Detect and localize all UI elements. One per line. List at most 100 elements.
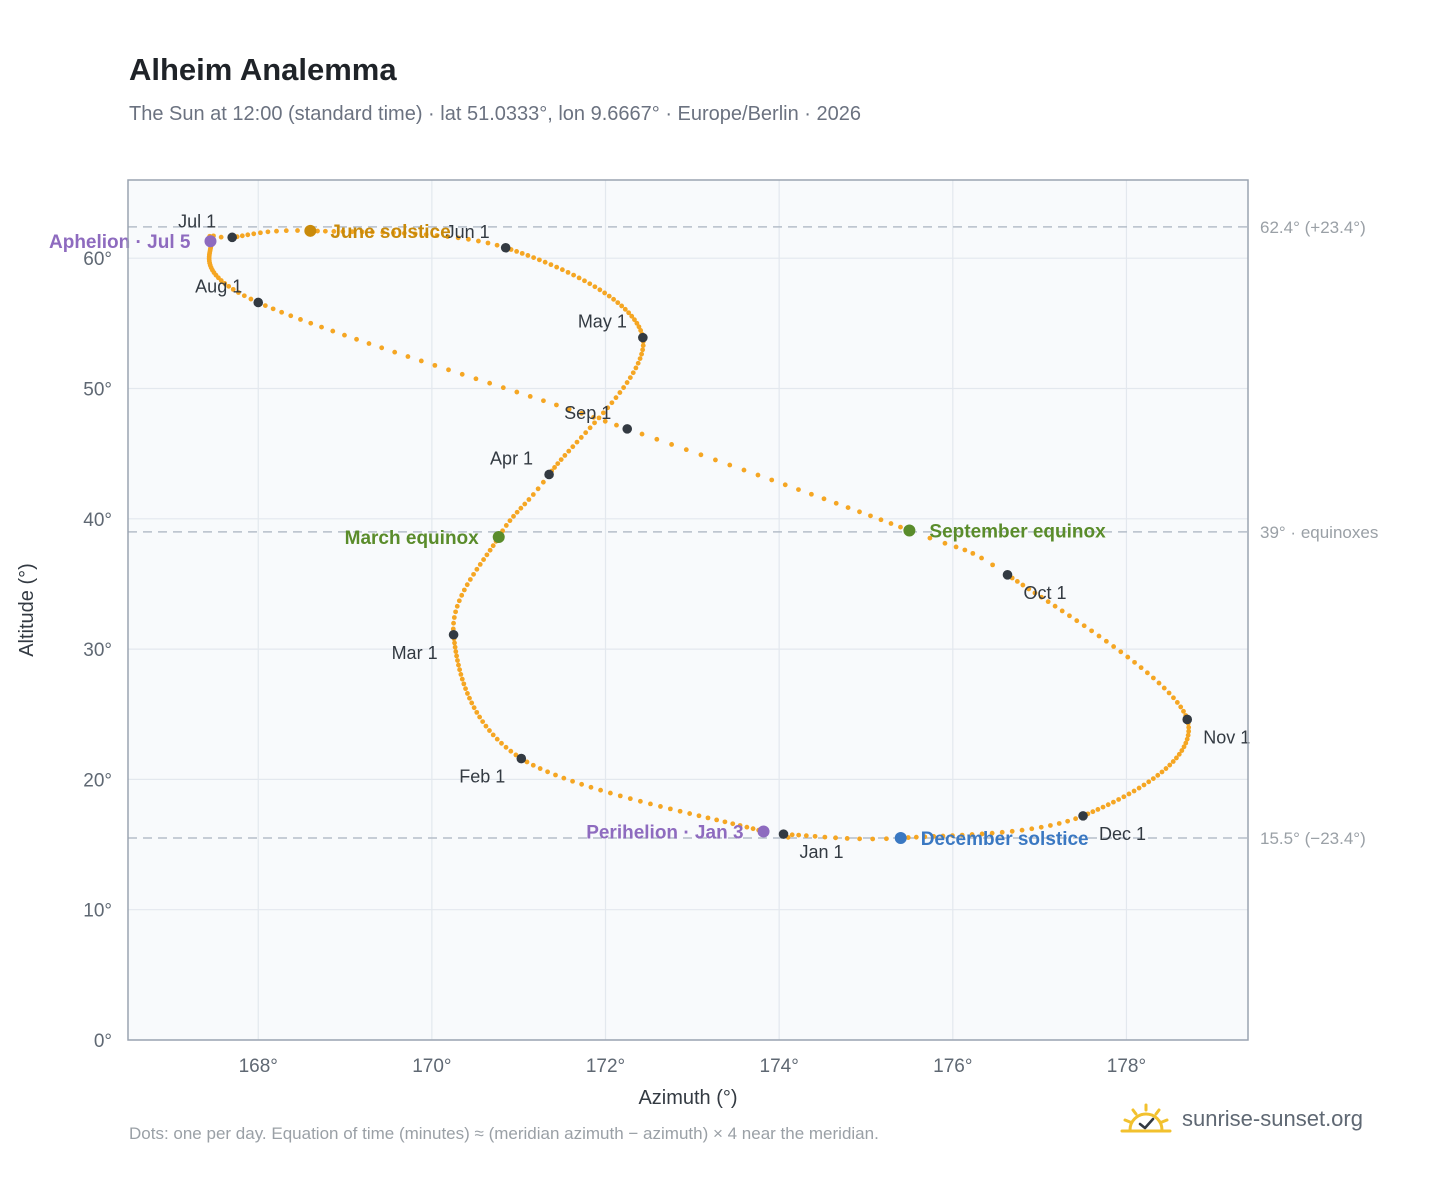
daily-dot	[789, 832, 795, 838]
daily-dot	[288, 313, 294, 319]
daily-dot	[812, 833, 818, 839]
daily-dot	[459, 371, 465, 377]
daily-dot	[741, 467, 747, 473]
daily-dot	[615, 300, 621, 306]
daily-dot	[236, 290, 241, 295]
daily-dot	[548, 262, 554, 268]
daily-dot	[1186, 725, 1192, 730]
daily-dot	[698, 452, 704, 458]
daily-dot	[465, 691, 470, 696]
daily-dot	[1161, 685, 1167, 691]
daily-dot	[522, 501, 528, 507]
daily-dot	[833, 835, 838, 841]
daily-dot	[979, 555, 984, 561]
month-marker	[638, 332, 648, 343]
daily-dot	[453, 609, 458, 615]
daily-dot	[1121, 794, 1127, 800]
daily-dot	[1171, 695, 1176, 701]
daily-dot	[639, 351, 644, 357]
daily-dot	[554, 402, 559, 408]
daily-dot	[1181, 744, 1187, 750]
daily-dot	[953, 544, 959, 550]
daily-dot	[527, 394, 533, 399]
daily-dot	[1090, 809, 1096, 815]
daily-dot	[258, 230, 263, 236]
daily-dot	[940, 833, 946, 839]
daily-dot	[423, 232, 429, 238]
daily-dot	[744, 824, 750, 830]
daily-dot	[1166, 690, 1172, 696]
daily-dot	[1052, 603, 1058, 609]
daily-dot	[1181, 708, 1186, 714]
daily-dot	[696, 813, 702, 819]
daily-dot	[485, 240, 491, 246]
daily-dot	[455, 658, 460, 663]
daily-dot	[540, 479, 546, 485]
daily-dot	[531, 255, 537, 261]
chart-title: Alheim Analemma	[129, 52, 397, 87]
daily-dot	[477, 714, 483, 720]
daily-dot	[483, 723, 489, 729]
month-marker-label: Feb 1	[459, 767, 505, 787]
daily-dot	[1073, 816, 1078, 822]
month-marker	[516, 753, 527, 764]
y-tick-label: 20°	[83, 770, 112, 791]
daily-dot	[279, 309, 285, 315]
daily-dot	[636, 324, 642, 330]
daily-dot	[239, 233, 245, 239]
daily-dot	[494, 242, 500, 248]
daily-dot	[1045, 599, 1051, 605]
daily-dot	[989, 830, 995, 836]
reference-lines: 62.4° (+23.4°) 39° · equinoxes 15.5° (−23.…	[128, 218, 1378, 848]
daily-dot	[1184, 736, 1190, 742]
daily-dot	[654, 436, 660, 442]
daily-dot	[1056, 821, 1062, 826]
daily-dot	[1014, 579, 1020, 584]
daily-dot	[391, 230, 396, 236]
daily-dot	[769, 477, 775, 483]
daily-dot	[1131, 788, 1137, 794]
daily-dot	[624, 380, 630, 385]
daily-dot	[1029, 826, 1035, 832]
month-marker	[448, 629, 459, 640]
daily-dot	[524, 759, 530, 765]
daily-dot	[878, 517, 884, 523]
daily-dot	[634, 320, 640, 326]
daily-dot	[456, 598, 462, 604]
daily-dot	[639, 431, 645, 437]
daily-dot	[931, 834, 937, 839]
y-axis-label: Altitude (°)	[16, 563, 38, 657]
y-tick-label: 50°	[83, 379, 112, 400]
daily-dot	[432, 362, 438, 368]
daily-dot	[1074, 618, 1080, 624]
daily-dot	[913, 834, 919, 840]
month-marker-label: Nov 1	[1203, 727, 1250, 747]
reference-line-label: 39° · equinoxes	[1260, 523, 1378, 542]
daily-dot	[503, 744, 509, 750]
daily-dot	[481, 557, 486, 562]
month-marker	[500, 242, 511, 253]
daily-dot	[474, 566, 480, 572]
daily-dot	[611, 296, 616, 302]
daily-dot	[490, 543, 496, 549]
month-marker-label: Jul 1	[178, 211, 216, 231]
daily-dot	[1026, 586, 1032, 592]
month-marker	[1078, 811, 1088, 821]
event-markers: June solstice March equinox September equi…	[49, 222, 1106, 850]
daily-dot	[1039, 594, 1044, 600]
daily-dot	[265, 229, 271, 235]
daily-dot	[627, 375, 633, 381]
daily-dot	[392, 349, 398, 355]
daily-dot	[857, 509, 862, 515]
daily-dot	[750, 826, 756, 832]
brand-logo[interactable]: sunrise-sunset.org	[1120, 1102, 1363, 1136]
daily-dot	[405, 354, 411, 359]
daily-dot	[629, 313, 635, 319]
daily-dot	[606, 293, 612, 299]
daily-dot	[626, 310, 632, 316]
daily-dot	[471, 571, 476, 577]
x-tick-label: 178°	[1107, 1056, 1146, 1077]
daily-dot	[1059, 608, 1065, 614]
month-marker-label: Dec 1	[1099, 824, 1146, 844]
